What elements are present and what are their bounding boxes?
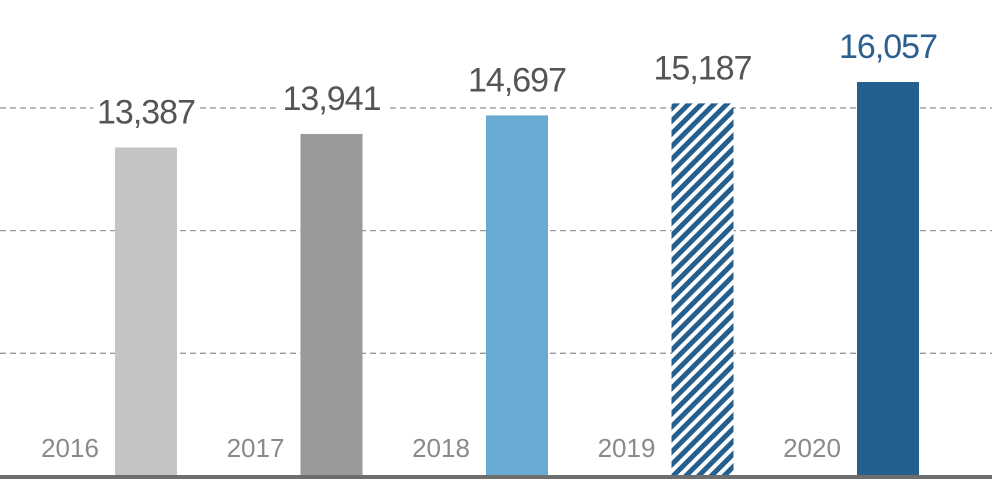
- value-label: 13,941: [283, 80, 381, 118]
- x-tick-label: 2020: [783, 433, 841, 463]
- x-tick-label: 2019: [598, 433, 656, 463]
- bars: 13,387 2016 13,941 2017 14,697 2018 15,187 2019…: [41, 21, 945, 477]
- x-tick-label: 2018: [412, 433, 470, 463]
- value-label: 15,187: [654, 49, 752, 87]
- x-tick-label: 2016: [41, 433, 99, 463]
- x-tick-label: 2017: [227, 433, 285, 463]
- bar: [486, 115, 548, 477]
- bar: [671, 103, 734, 476]
- bar: [115, 147, 177, 476]
- value-label: 13,387: [97, 94, 195, 132]
- bar: [300, 133, 363, 476]
- bar: [857, 82, 919, 477]
- value-label: 14,697: [468, 61, 566, 99]
- value-label: 16,057: [839, 28, 937, 66]
